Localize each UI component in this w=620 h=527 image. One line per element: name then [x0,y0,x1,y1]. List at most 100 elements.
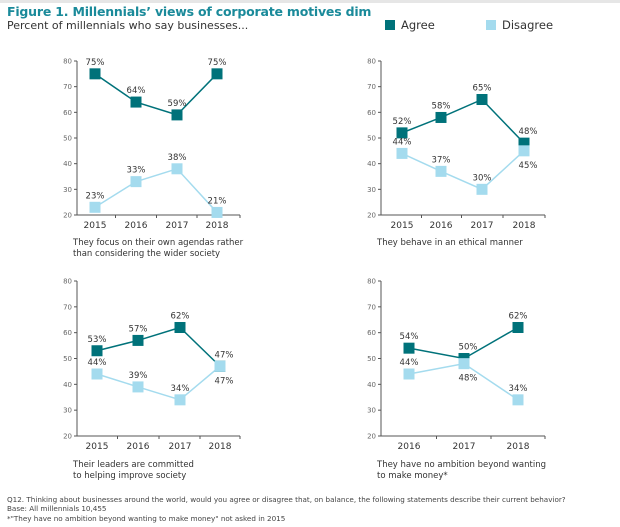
y-tick-label: 60 [367,109,376,117]
series-line-agree [94,73,218,116]
series-line-agree [96,326,221,367]
y-tick-label: 40 [367,381,376,389]
data-point-agree [403,342,415,354]
data-label-agree: 65% [473,84,492,94]
x-tick-label: 2018 [507,442,530,452]
y-tick-label: 60 [63,329,72,337]
y-tick-label: 20 [63,433,72,441]
y-tick-label: 70 [367,83,376,91]
data-point-disagree [214,360,226,372]
data-label-agree: 52% [393,117,412,127]
data-point-agree [512,322,524,333]
y-tick-label: 30 [63,407,72,415]
data-label-disagree: 44% [400,358,419,368]
y-tick-label: 60 [63,109,72,117]
data-point-disagree [512,394,524,406]
series-line-disagree [96,365,221,401]
data-label-disagree: 47% [215,376,234,386]
y-tick-label: 30 [367,407,376,415]
data-point-disagree [171,163,183,175]
data-label-agree: 64% [127,86,146,96]
x-tick-label: 2016 [430,221,453,231]
data-point-agree [171,109,183,121]
y-tick-label: 60 [367,329,376,337]
y-tick-label: 20 [367,212,376,220]
data-point-agree [518,137,530,149]
top-rule [0,0,620,3]
data-label-agree: 59% [168,99,187,109]
data-label-disagree: 34% [171,384,190,394]
y-tick-label: 40 [367,160,376,168]
x-tick-label: 2017 [471,221,494,231]
data-point-agree [89,68,101,80]
data-label-agree: 62% [171,312,190,322]
y-tick-label: 80 [63,58,72,66]
x-tick-label: 2018 [513,221,536,231]
x-tick-label: 2017 [166,221,189,231]
legend-swatch-disagree [486,20,496,30]
y-tick-label: 50 [367,355,376,363]
legend-item-agree: Agree [385,18,435,32]
data-label-disagree: 21% [208,196,227,206]
chart-caption: They focus on their own agendas rather [72,238,244,248]
series-line-disagree [94,167,218,213]
data-point-disagree [403,368,415,380]
data-label-disagree: 44% [88,358,107,368]
data-point-agree [476,94,488,105]
data-label-disagree: 30% [473,173,492,183]
chart-caption: than considering the wider society [73,249,220,259]
footer-note: *"They have no ambition beyond wanting t… [7,513,286,523]
y-tick-label: 20 [367,433,376,441]
x-tick-label: 2018 [206,221,229,231]
data-label-disagree: 44% [393,137,412,147]
x-tick-label: 2015 [86,442,109,452]
chart-caption: They have no ambition beyond wanting [376,460,546,470]
data-label-agree: 62% [509,312,528,322]
y-tick-label: 50 [63,135,72,143]
chart-caption: They behave in an ethical manner [376,238,523,248]
legend-item-disagree: Disagree [486,18,553,32]
data-point-agree [132,334,144,346]
data-label-disagree: 38% [168,153,187,163]
footer-question: Q12. Thinking about businesses around th… [7,495,566,504]
data-point-agree [174,322,186,333]
data-point-disagree [130,176,142,188]
data-label-agree: 58% [432,101,451,111]
data-point-agree [91,345,103,357]
y-tick-label: 80 [63,278,72,286]
data-label-agree: 75% [86,58,105,68]
data-point-disagree [132,381,144,393]
data-label-agree: 48% [519,127,538,137]
y-tick-label: 40 [63,381,72,389]
data-point-agree [435,111,447,123]
x-tick-label: 2017 [169,442,192,452]
x-tick-label: 2016 [125,221,148,231]
data-label-disagree: 39% [129,371,148,381]
data-label-agree: 53% [88,335,107,345]
data-point-agree [211,68,223,80]
y-tick-label: 30 [63,186,72,194]
x-tick-label: 2015 [391,221,414,231]
data-label-agree: 50% [459,343,478,353]
data-label-disagree: 33% [127,166,146,176]
y-tick-label: 50 [367,135,376,143]
data-point-disagree [211,206,223,218]
y-tick-label: 70 [63,83,72,91]
y-tick-label: 80 [367,58,376,66]
data-point-agree [396,127,408,139]
legend-label-agree: Agree [401,18,435,32]
chart-caption: to helping improve society [73,471,186,481]
data-point-disagree [518,145,530,157]
series-line-disagree [401,150,525,191]
data-label-disagree: 48% [459,374,478,384]
x-tick-label: 2015 [84,221,107,231]
data-point-disagree [91,368,103,380]
y-tick-label: 40 [63,160,72,168]
data-point-disagree [396,147,408,159]
data-label-disagree: 23% [86,191,105,201]
data-point-disagree [476,183,488,195]
y-tick-label: 50 [63,355,72,363]
legend-swatch-agree [385,20,395,30]
data-label-disagree: 45% [519,161,538,171]
